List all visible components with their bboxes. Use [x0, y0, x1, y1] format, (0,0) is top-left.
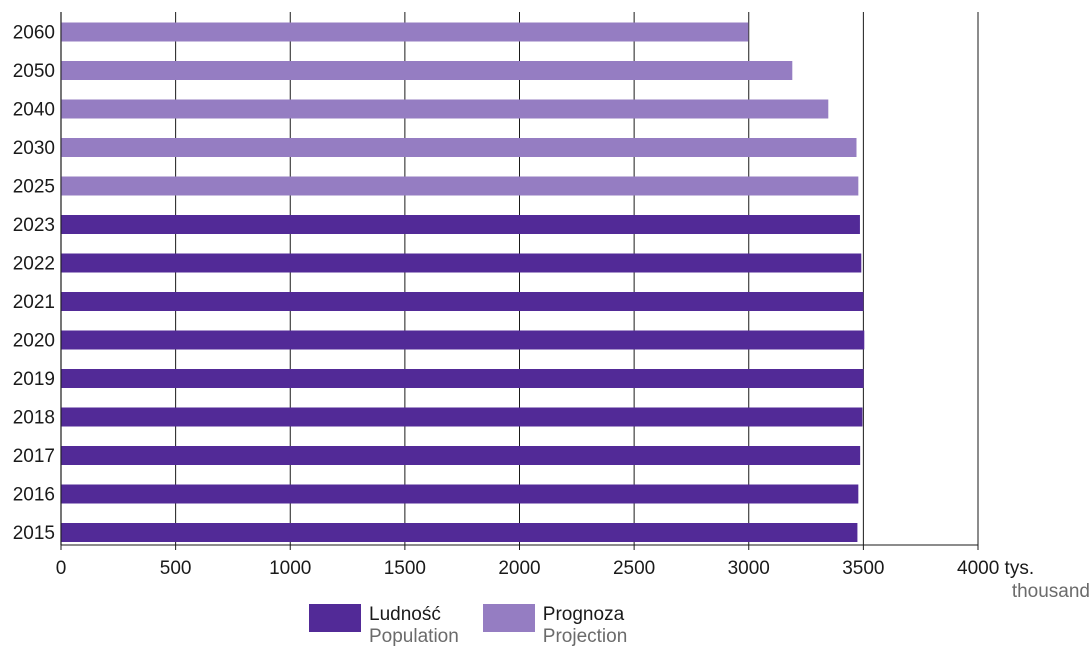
y-tick-label: 2021 — [13, 292, 55, 313]
legend-sublabel-population: Population — [369, 626, 459, 647]
y-tick-label: 2050 — [13, 61, 55, 82]
x-tick-label: 3000 — [728, 558, 770, 579]
bar-2025 — [61, 176, 859, 196]
y-tick-label: 2016 — [13, 485, 55, 506]
bar-2018 — [61, 407, 863, 427]
y-tick-label: 2025 — [13, 177, 55, 198]
bar-2023 — [61, 215, 860, 234]
x-tick-label: 0 — [56, 558, 67, 579]
y-tick-label: 2017 — [13, 446, 55, 467]
bar-2022 — [61, 253, 862, 273]
y-tick-label: 2030 — [13, 138, 55, 159]
legend-item-population: Ludność Population — [309, 604, 459, 648]
y-tick-label: 2020 — [13, 331, 55, 352]
y-tick-label: 2022 — [13, 254, 55, 275]
x-tick-label: 3500 — [842, 558, 884, 579]
x-axis-unit-english: thousand — [1012, 581, 1090, 602]
legend-swatch-population — [309, 604, 361, 632]
bars — [61, 22, 865, 542]
y-tick-label: 2040 — [13, 100, 55, 121]
bar-2019 — [61, 369, 864, 388]
x-tick-label: 1000 — [269, 558, 311, 579]
x-axis-labels: 0 500 1000 1500 2000 2500 3000 3500 4000 tys. — [56, 558, 1034, 579]
bar-2017 — [61, 446, 861, 465]
legend-text-population: Ludność Population — [369, 604, 459, 648]
x-tick-label: 2000 — [498, 558, 540, 579]
bar-2015 — [61, 523, 858, 542]
y-tick-label: 2018 — [13, 408, 55, 429]
x-tick-label: 500 — [160, 558, 192, 579]
gridlines — [60, 12, 979, 550]
y-axis-labels: 2060 2050 2040 2030 2025 2023 2022 2021 2020 2019… — [13, 23, 55, 545]
y-tick-label: 2019 — [13, 369, 55, 390]
legend-label-projection: Prognoza — [542, 604, 625, 625]
y-tick-label: 2060 — [13, 23, 55, 44]
legend-item-projection: Prognoza Projection — [482, 604, 628, 648]
bar-2050 — [61, 61, 793, 80]
legend-text-projection: Prognoza Projection — [543, 604, 628, 648]
bar-2021 — [61, 292, 864, 311]
bar-2016 — [61, 484, 859, 504]
legend-sublabel-projection: Projection — [542, 626, 628, 647]
bar-2040 — [61, 99, 829, 119]
x-tick-label: 1500 — [384, 558, 426, 579]
bar-2030 — [61, 138, 857, 157]
x-tick-label: 2500 — [613, 558, 655, 579]
legend-label-population: Ludność — [369, 604, 441, 625]
legend-swatch-projection — [482, 604, 535, 632]
y-tick-label: 2023 — [13, 215, 55, 236]
bar-2060 — [61, 22, 749, 42]
legend: Ludność Population Prognoza Projection — [309, 604, 651, 648]
bar-2020 — [61, 330, 865, 350]
x-tick-label: 4000 tys. — [957, 558, 1034, 579]
y-tick-label: 2015 — [13, 523, 55, 544]
